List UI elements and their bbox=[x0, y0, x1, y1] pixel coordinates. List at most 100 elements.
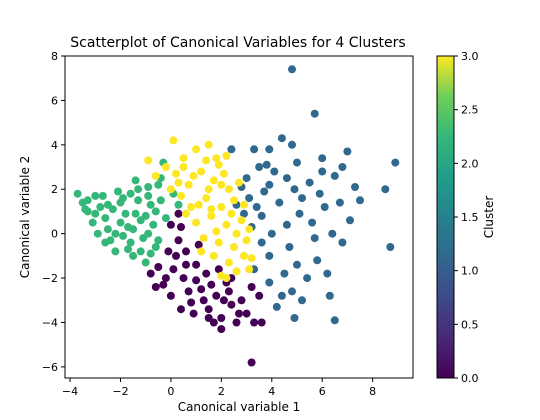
data-point bbox=[209, 251, 218, 260]
data-point bbox=[232, 318, 241, 327]
data-point bbox=[204, 305, 213, 314]
data-point bbox=[161, 163, 170, 171]
data-point bbox=[144, 156, 153, 165]
x-axis: −4 −2 0 2 4 6 8 bbox=[62, 378, 376, 398]
data-point bbox=[177, 191, 185, 200]
data-point bbox=[214, 238, 223, 247]
data-point bbox=[91, 209, 100, 218]
data-point bbox=[285, 243, 294, 251]
data-point bbox=[237, 216, 246, 225]
data-point bbox=[262, 160, 271, 169]
data-point bbox=[320, 203, 329, 211]
data-point bbox=[242, 236, 251, 245]
data-point bbox=[391, 158, 400, 167]
data-point bbox=[83, 196, 92, 205]
data-point bbox=[245, 265, 254, 274]
colorbar-tick-label: 2.5 bbox=[461, 104, 479, 117]
data-point bbox=[235, 178, 243, 187]
data-point bbox=[134, 196, 143, 205]
data-point bbox=[260, 187, 269, 196]
data-point bbox=[265, 251, 274, 260]
data-point bbox=[174, 236, 183, 245]
data-point bbox=[250, 318, 259, 327]
data-point bbox=[179, 274, 188, 283]
y-tick-label: 2 bbox=[51, 183, 58, 196]
axes-frame bbox=[64, 55, 414, 379]
data-point bbox=[156, 196, 165, 205]
data-point bbox=[192, 218, 201, 227]
data-point bbox=[197, 167, 206, 176]
data-point bbox=[182, 247, 190, 256]
data-point bbox=[288, 65, 296, 74]
data-point bbox=[207, 280, 216, 289]
colorbar-tick-label: 0.0 bbox=[461, 372, 479, 385]
data-point bbox=[257, 238, 266, 247]
data-point bbox=[202, 156, 211, 165]
data-point bbox=[242, 309, 251, 318]
points-layer bbox=[73, 65, 400, 367]
data-point bbox=[141, 211, 150, 220]
data-point bbox=[184, 287, 193, 296]
x-tick-label: 0 bbox=[167, 385, 174, 398]
data-point bbox=[303, 274, 312, 283]
data-point bbox=[177, 223, 185, 231]
data-point bbox=[154, 263, 163, 271]
data-point bbox=[310, 109, 319, 118]
x-tick-label: −4 bbox=[62, 385, 78, 398]
data-point bbox=[255, 291, 264, 300]
data-point bbox=[212, 154, 221, 163]
data-point bbox=[212, 227, 221, 236]
data-point bbox=[126, 189, 135, 198]
data-point bbox=[103, 225, 112, 234]
x-tick-label: 4 bbox=[268, 385, 275, 398]
data-point bbox=[177, 305, 185, 314]
data-point bbox=[146, 269, 155, 278]
data-point bbox=[247, 358, 256, 367]
data-point bbox=[277, 291, 286, 300]
data-point bbox=[192, 145, 201, 154]
data-point bbox=[237, 296, 246, 305]
data-point bbox=[192, 260, 201, 269]
data-point bbox=[169, 136, 178, 145]
colorbar-gradient bbox=[436, 55, 455, 379]
data-point bbox=[313, 256, 322, 265]
data-point bbox=[298, 296, 306, 305]
data-point bbox=[166, 185, 175, 194]
data-point bbox=[182, 260, 190, 269]
data-point bbox=[101, 214, 110, 223]
data-point bbox=[131, 176, 140, 185]
x-tick-label: 6 bbox=[319, 385, 326, 398]
data-point bbox=[154, 180, 163, 189]
data-point bbox=[93, 229, 102, 238]
colorbar: 0.0 0.5 1.0 1.5 2.0 2.5 3.0 bbox=[436, 50, 479, 385]
data-point bbox=[144, 229, 153, 238]
data-point bbox=[245, 194, 254, 203]
y-axis: −6 −4 −2 0 2 4 6 8 bbox=[42, 50, 65, 374]
data-point bbox=[247, 254, 256, 263]
data-point bbox=[207, 211, 216, 220]
data-point bbox=[202, 269, 211, 278]
data-point bbox=[381, 185, 390, 194]
data-point bbox=[204, 185, 213, 194]
data-point bbox=[204, 314, 213, 322]
data-point bbox=[235, 309, 243, 318]
data-point bbox=[129, 251, 138, 260]
colorbar-ticks: 0.0 0.5 1.0 1.5 2.0 2.5 3.0 bbox=[454, 50, 479, 385]
data-point bbox=[174, 209, 183, 218]
data-point bbox=[174, 200, 183, 209]
data-point bbox=[288, 287, 296, 296]
data-point bbox=[202, 194, 211, 203]
data-point bbox=[96, 203, 105, 211]
colorbar-tick-label: 1.5 bbox=[461, 211, 479, 224]
data-point bbox=[272, 302, 281, 311]
data-point bbox=[184, 180, 193, 189]
data-point bbox=[293, 260, 301, 269]
data-point bbox=[240, 251, 248, 260]
data-point bbox=[346, 216, 354, 225]
data-point bbox=[222, 274, 231, 283]
data-point bbox=[192, 276, 201, 285]
data-point bbox=[356, 196, 364, 205]
data-point bbox=[124, 245, 132, 254]
colorbar-tick-label: 3.0 bbox=[461, 50, 479, 63]
data-point bbox=[119, 194, 127, 203]
